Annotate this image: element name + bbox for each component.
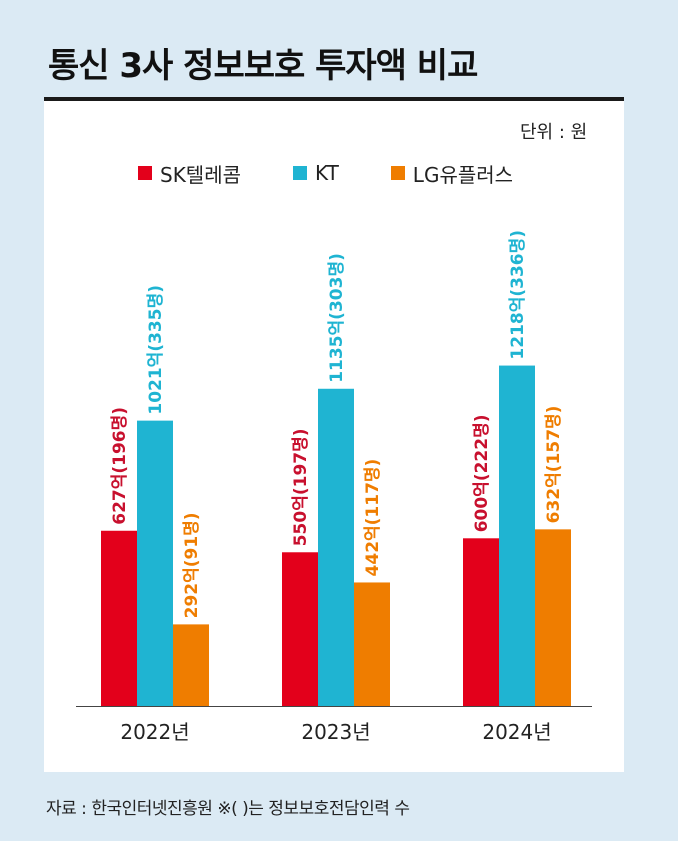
unit-label: 단위 : 원 [520,122,588,143]
legend-label-lg: LG유플러스 [412,162,514,187]
legend-item-lg: LG유플러스 [390,159,514,188]
legend-item-sk: SK텔레콤 [138,159,241,188]
legend-label-kt: KT [315,161,339,185]
data-label-kt-1: 1021억(335명) [146,285,166,415]
x-tick-label-2: 2023년 [301,720,370,744]
bar-kt-1 [137,420,173,706]
data-label-lg-1: 292억(91명) [182,512,202,618]
bar-sk-1 [101,530,137,706]
legend-label-sk: SK텔레콤 [160,162,242,187]
data-label-sk-1: 627억(196명) [110,407,130,525]
legend-swatch-lg [390,166,405,180]
x-tick-label-1: 2022년 [120,720,189,744]
legend-item-kt: KT [293,161,339,185]
bar-sk-2 [282,552,318,706]
bar-kt-3 [499,365,535,706]
bar-sk-3 [463,538,499,706]
legend: SK텔레콤 KT LG유플러스 [138,158,513,188]
data-label-sk-3: 600억(222명) [472,415,492,533]
bar-kt-2 [318,388,354,706]
data-label-sk-2: 550억(197명) [291,428,311,546]
legend-swatch-sk [138,166,152,180]
bar-lg-3 [535,529,571,706]
legend-swatch-kt [293,166,308,180]
data-label-lg-2: 442억(117명) [363,459,383,577]
bar-lg-2 [354,582,390,706]
data-label-lg-3: 632억(157명) [544,406,564,524]
data-label-kt-3: 1218억(336명) [508,230,528,360]
source-note: 자료 : 한국인터넷진흥원 ※( )는 정보보호전담인력 수 [46,799,410,819]
data-label-kt-2: 1135억(303명) [327,253,347,383]
page-title: 통신 3사 정보보호 투자액 비교 [48,46,478,86]
x-tick-label-3: 2024년 [482,720,551,744]
title-divider [44,97,624,101]
bar-lg-1 [173,624,209,706]
